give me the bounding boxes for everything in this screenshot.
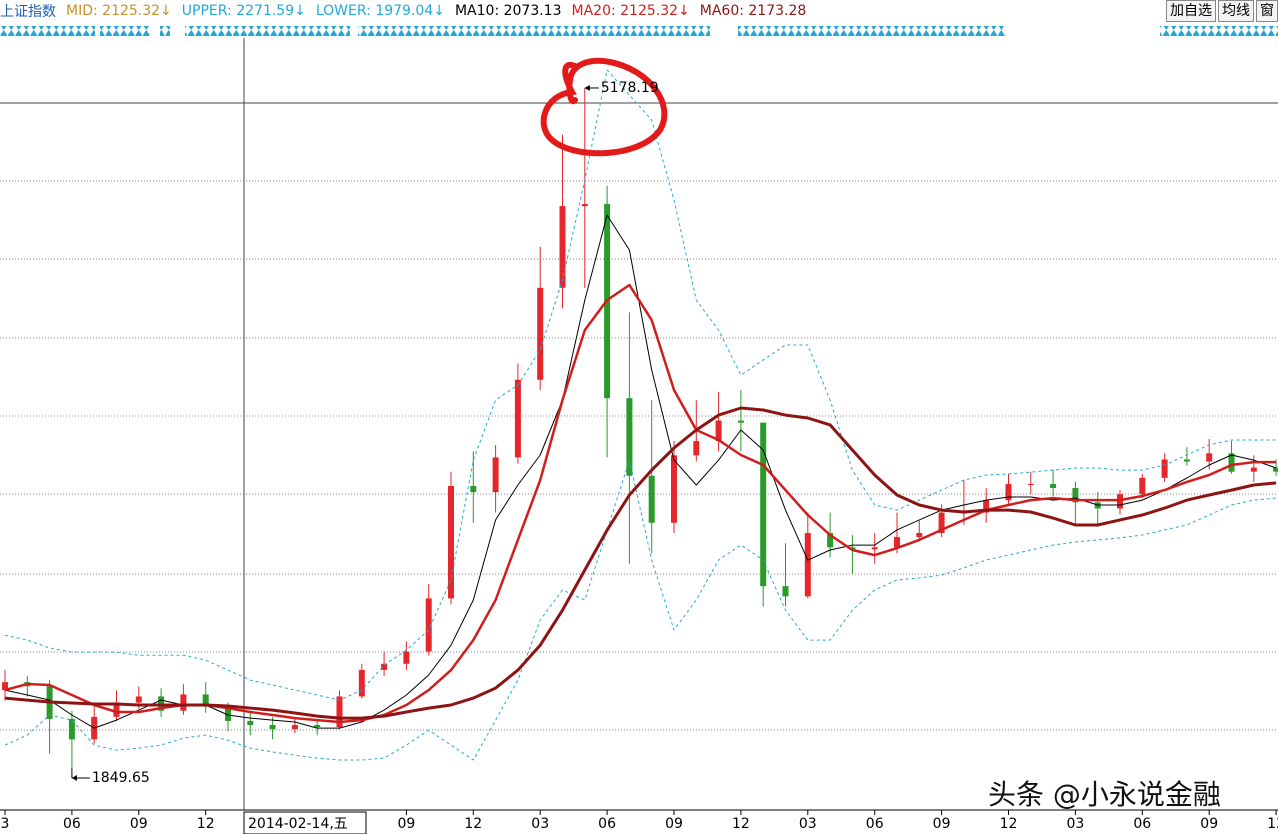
x-tick-label: 09 [933, 816, 951, 832]
toolbar-button[interactable]: 加自选 [1166, 0, 1216, 22]
candle-body [559, 206, 566, 288]
legend-entry: LOWER: 1979.04↓ [315, 3, 445, 19]
candle-body [827, 532, 834, 548]
indicator-line [4, 406, 1277, 720]
candle-body [626, 398, 633, 476]
candle-body [760, 422, 767, 587]
candle-body [247, 720, 254, 726]
candle-body [737, 420, 744, 423]
candle-body [514, 379, 521, 458]
x-tick-label: 03 [1066, 816, 1084, 832]
candle-body [336, 696, 343, 728]
signal-row [0, 26, 1278, 36]
candle-body [291, 725, 298, 730]
candle-body [1273, 467, 1278, 472]
cursor-label: 2014-02-14,五 [248, 816, 348, 832]
candle-body [1206, 453, 1213, 462]
candle-body [403, 651, 410, 664]
candle-body [871, 547, 878, 550]
candle-body [938, 512, 945, 533]
legend-entry: MA10: 2073.13 [454, 3, 562, 19]
indicator-line [4, 459, 1277, 761]
candle-body [492, 457, 499, 493]
candle-body [894, 537, 900, 548]
candle-body [2, 682, 8, 691]
x-tick-label: 06 [598, 816, 616, 832]
max-arrow-head [584, 84, 590, 91]
legend-entry: MA20: 2125.32↓ [571, 3, 690, 19]
plot [2, 69, 1278, 769]
candle-body [693, 441, 700, 456]
candle-body [135, 696, 142, 703]
candle-body [648, 475, 655, 523]
legend-entry: MA60: 2173.28 [699, 3, 807, 19]
mid-label: MID: 2125.32↓ [66, 3, 172, 19]
x-tick-label: 09 [665, 816, 683, 832]
candle-body [448, 486, 454, 599]
candle-body [358, 669, 365, 697]
x-tick-label: 06 [63, 816, 81, 832]
candle-body [202, 694, 209, 707]
toolbar: 加自选 均线窗 [1164, 0, 1278, 22]
x-tick-label: 03 [531, 816, 549, 832]
candle-body [269, 725, 276, 730]
indicator-line [4, 214, 1277, 729]
x-tick-label: 12 [1000, 816, 1018, 832]
candle-body [916, 532, 923, 538]
grid [0, 180, 1278, 731]
x-tick-label: 12 [732, 816, 750, 832]
candle-body [1228, 453, 1235, 472]
watermark: 头条 @小永说金融 [988, 778, 1221, 811]
indicator-line [4, 283, 1277, 724]
candle-body [225, 706, 231, 721]
candle-body [581, 204, 588, 207]
x-tick-label: 12 [464, 816, 482, 832]
candle-body [1139, 477, 1146, 495]
x-tick-label: 12 [1267, 816, 1278, 832]
candle-body [782, 586, 789, 597]
x-tick-label: 09 [130, 816, 148, 832]
candle-body [849, 547, 856, 550]
toolbar-button[interactable]: 均线 [1218, 0, 1254, 22]
candle-body [537, 287, 544, 380]
hand-drawn-circle [540, 57, 668, 157]
x-tick-label: 06 [866, 816, 884, 832]
index-name: 上证指数 [0, 4, 56, 20]
x-tick-label: 12 [197, 816, 215, 832]
candle-body [1250, 467, 1257, 472]
candle-body [804, 532, 811, 597]
candle-body [68, 718, 75, 740]
candle-body [381, 663, 388, 670]
candle-body [1072, 488, 1079, 503]
indicator-header: 上证指数 MID: 2125.32↓ UPPER: 2271.59↓ LOWER:… [0, 0, 1278, 22]
min-arrow-head [71, 775, 77, 782]
candle-body [983, 500, 990, 513]
candle-body [671, 455, 677, 523]
candle-body [1050, 483, 1057, 489]
x-tick-label: 09 [1200, 816, 1218, 832]
candle-body [715, 420, 722, 442]
candle-body [425, 598, 432, 652]
cursor-box [243, 811, 367, 834]
candle-body [314, 725, 321, 728]
max-label: 5178.19 [601, 80, 659, 96]
x-tick-label: 06 [1133, 816, 1151, 832]
candle-body [1005, 483, 1012, 501]
indicator-line [4, 69, 1277, 701]
candle-body [113, 702, 120, 717]
candle-body [180, 694, 187, 711]
x-tick-label: 3 [1, 816, 10, 832]
candle-body [1027, 483, 1034, 485]
legend-entry: UPPER: 2271.59↓ [181, 3, 306, 19]
min-label: 1849.65 [92, 770, 150, 786]
candle-body [1161, 459, 1168, 478]
candle-body [1183, 459, 1190, 462]
x-tick-label: 03 [799, 816, 817, 832]
candle-body [470, 486, 477, 493]
x-tick-label: 09 [397, 816, 415, 832]
